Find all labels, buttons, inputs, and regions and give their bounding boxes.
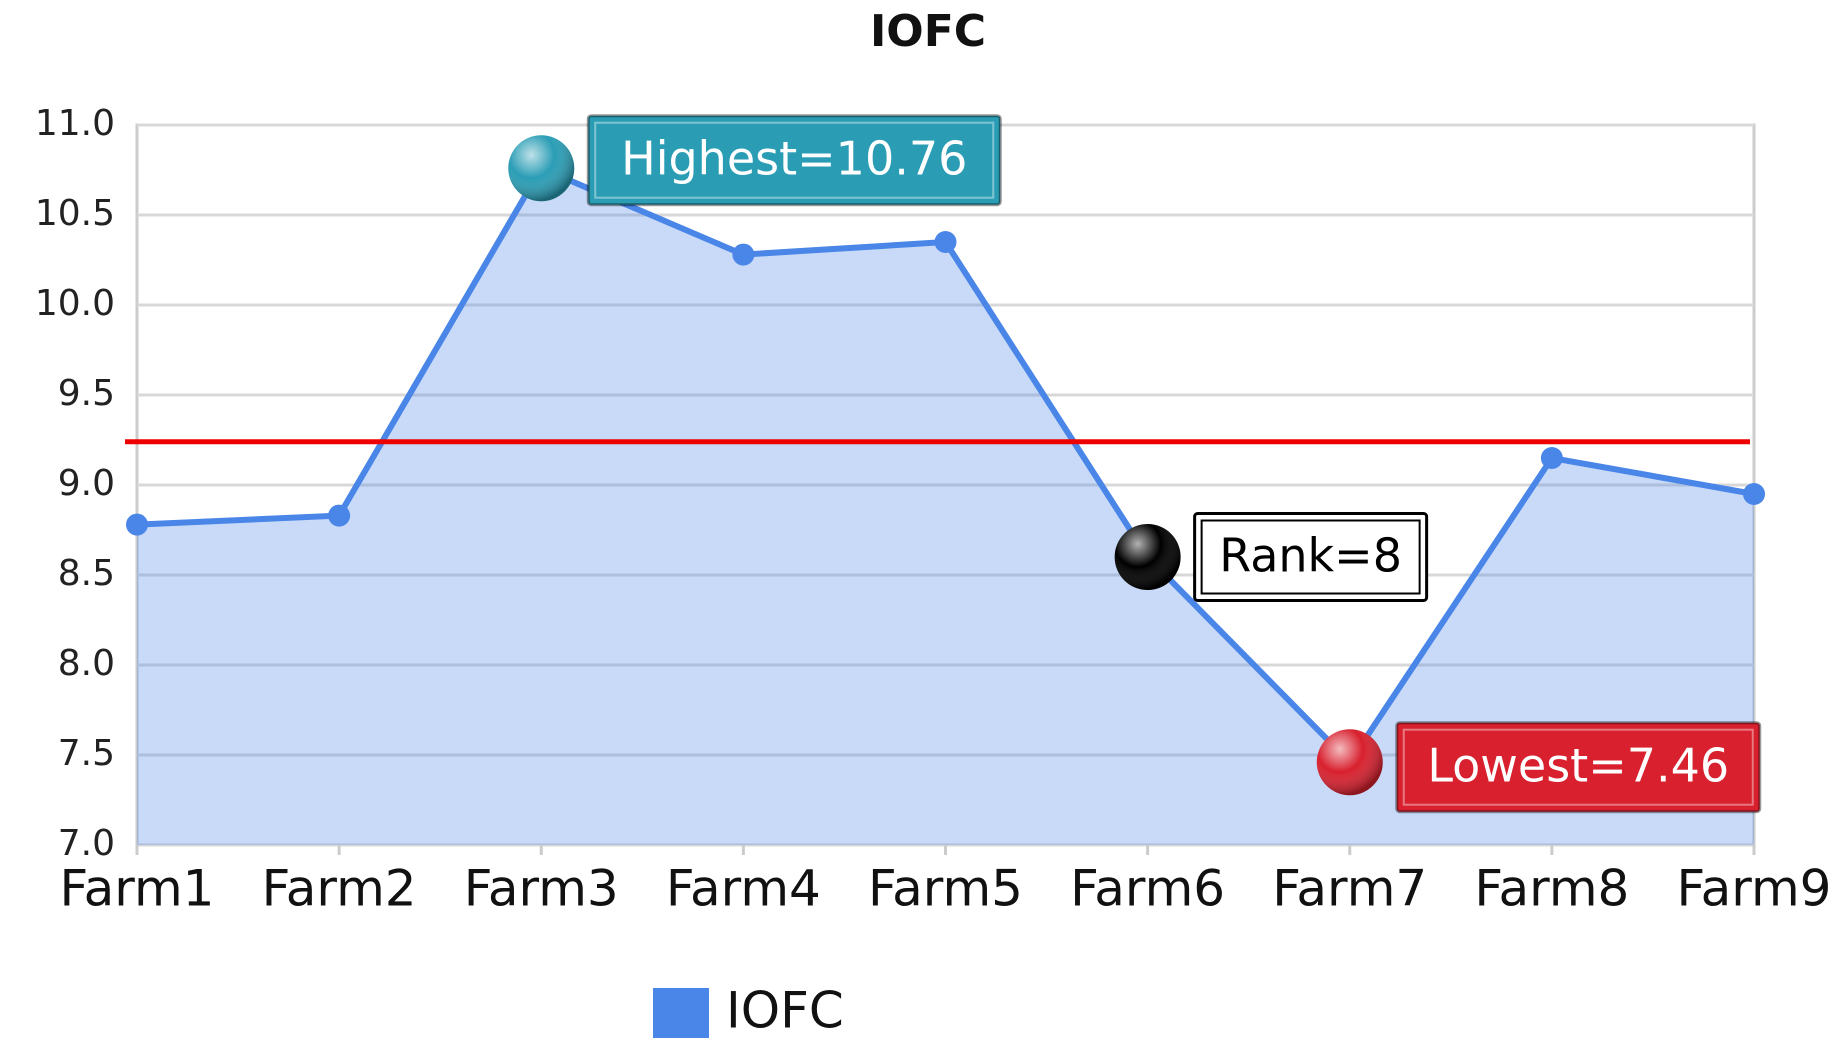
chart-title: IOFC bbox=[870, 6, 986, 57]
x-tick-label: Farm7 bbox=[1272, 860, 1427, 918]
y-tick-label: 8.0 bbox=[58, 643, 115, 684]
x-tick-label: Farm4 bbox=[666, 860, 821, 918]
annotation-shine bbox=[508, 135, 575, 202]
annotation-shine bbox=[1114, 524, 1181, 590]
point bbox=[934, 231, 957, 253]
point bbox=[1540, 447, 1563, 469]
y-tick-label: 9.0 bbox=[58, 463, 115, 504]
y-tick-label: 8.5 bbox=[58, 553, 115, 594]
annotation-shine bbox=[1316, 729, 1383, 796]
point bbox=[1743, 483, 1765, 505]
annotation-box bbox=[1395, 721, 1762, 814]
x-tick-label: Farm6 bbox=[1070, 860, 1225, 918]
annotation-label: Highest=10.76 bbox=[621, 132, 967, 186]
y-tick-label: 7.0 bbox=[58, 823, 115, 864]
point bbox=[328, 504, 351, 527]
y-tick-label: 10.5 bbox=[35, 193, 115, 234]
legend-swatch bbox=[653, 988, 709, 1038]
legend-label: IOFC bbox=[726, 982, 844, 1038]
x-tick-label: Farm5 bbox=[868, 860, 1023, 918]
annotation-box-inner bbox=[1402, 728, 1754, 806]
y-tick-label: 7.5 bbox=[58, 733, 115, 774]
annotation-box-inner bbox=[1200, 519, 1421, 595]
annotation-label: Rank=8 bbox=[1219, 529, 1402, 583]
point bbox=[732, 243, 755, 266]
annotation-box bbox=[1193, 512, 1429, 602]
x-tick-label: Farm9 bbox=[1676, 860, 1831, 918]
x-tick-label: Farm1 bbox=[59, 860, 214, 918]
y-tick-label: 9.5 bbox=[58, 373, 115, 414]
y-tick-label: 10.0 bbox=[35, 283, 115, 324]
annotation-box bbox=[586, 114, 1002, 207]
point bbox=[126, 513, 148, 536]
annotation-box-inner bbox=[594, 121, 995, 199]
x-tick-label: Farm2 bbox=[262, 860, 417, 918]
x-tick-label: Farm8 bbox=[1474, 860, 1629, 918]
area bbox=[137, 168, 1754, 845]
x-tick-label: Farm3 bbox=[464, 860, 619, 918]
y-tick-label: 11.0 bbox=[35, 103, 115, 144]
annotation-label: Lowest=7.46 bbox=[1427, 739, 1729, 793]
